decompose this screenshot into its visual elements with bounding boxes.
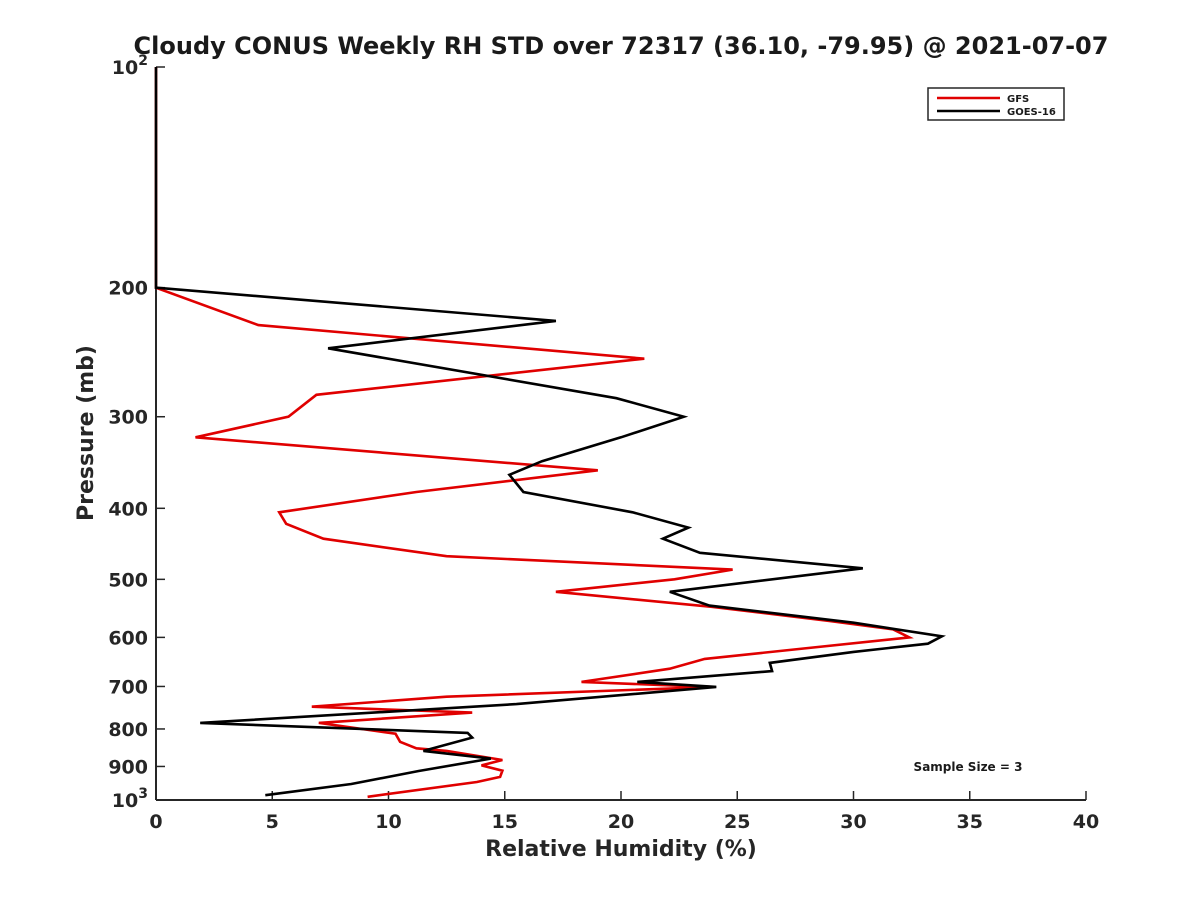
legend-box (927, 87, 1065, 121)
series-layer (154, 67, 946, 799)
x-tick-label: 30 (840, 811, 866, 833)
y-tick-label-exponent: 3 (138, 786, 148, 802)
x-tick-label: 5 (266, 811, 279, 833)
y-tick-label-base: 700 (108, 676, 148, 698)
y-tick-label-base: 10 (112, 790, 138, 812)
y-tick-label: 103 (112, 786, 148, 812)
y-tick-label: 600 (108, 627, 148, 649)
y-tick-label-base: 10 (112, 57, 138, 79)
x-tick-label: 10 (375, 811, 401, 833)
y-tick-label-base: 200 (108, 278, 148, 300)
series-line-goes-16 (154, 67, 946, 797)
y-axis-label: Pressure (mb) (74, 345, 99, 521)
y-tick-label: 400 (108, 498, 148, 520)
series-line-gfs (154, 67, 914, 799)
y-tick-label-base: 900 (108, 756, 148, 778)
y-tick-label: 800 (108, 719, 148, 741)
y-tick-label-base: 500 (108, 569, 148, 591)
y-tick-label-base: 800 (108, 719, 148, 741)
y-tick-label-base: 300 (108, 407, 148, 429)
x-tick-label: 20 (608, 811, 634, 833)
y-tick-label-base: 400 (108, 498, 148, 520)
y-tick-label-base: 600 (108, 627, 148, 649)
y-tick-label: 200 (108, 278, 148, 300)
legend-label-goes-16: GOES-16 (1007, 107, 1056, 118)
x-tick-label: 25 (724, 811, 750, 833)
y-tick-label-exponent: 2 (138, 53, 148, 69)
x-tick-label: 40 (1073, 811, 1099, 833)
x-ticks: 0 5 10 15 20 25 30 35 40 (149, 791, 1099, 833)
legend-label-gfs: GFS (1007, 94, 1029, 105)
sample-size-annotation: Sample Size = 3 (914, 760, 1023, 774)
x-tick-label: 35 (957, 811, 983, 833)
x-tick-label: 15 (492, 811, 518, 833)
y-tick-label: 700 (108, 676, 148, 698)
y-tick-label: 300 (108, 407, 148, 429)
y-tick-label: 900 (108, 756, 148, 778)
x-tick-label: 0 (149, 811, 162, 833)
y-tick-label: 102 (112, 53, 148, 79)
x-axis-label: Relative Humidity (%) (485, 837, 757, 862)
chart-title: Cloudy CONUS Weekly RH STD over 72317 (3… (134, 32, 1109, 60)
legend: GFS GOES-16 (927, 87, 1065, 121)
y-tick-label: 500 (108, 569, 148, 591)
